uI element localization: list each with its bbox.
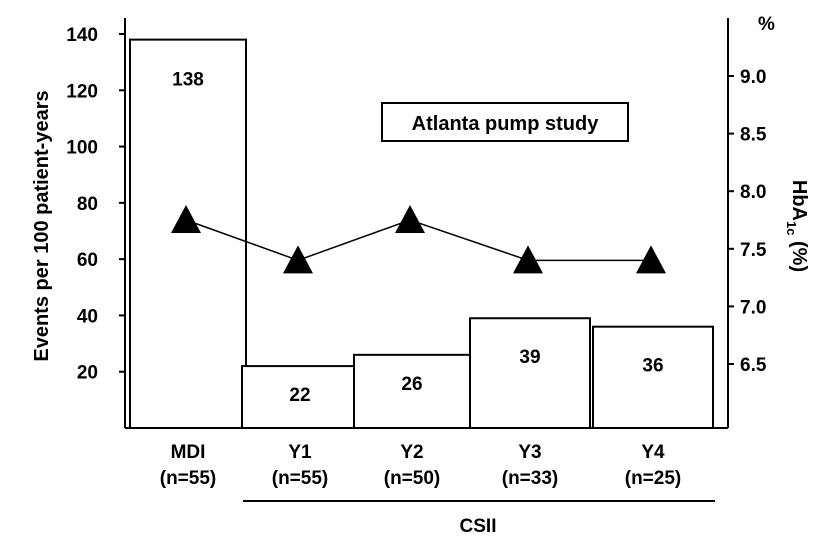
- y2-tick-label: 8.5: [740, 125, 767, 146]
- group-label: CSII: [460, 516, 497, 537]
- x-tick-sublabel: (n=50): [384, 468, 441, 489]
- y-tick-label: 20: [77, 363, 98, 384]
- hba1c-point: [636, 245, 666, 274]
- bar-data-label: 138: [172, 70, 204, 91]
- bar-data-label: 22: [289, 385, 310, 406]
- x-tick-label: Y4: [641, 442, 665, 463]
- y2-tick-label: 7.5: [740, 240, 767, 261]
- y2-tick-label: 8.0: [740, 182, 766, 203]
- x-tick-label: Y3: [518, 442, 541, 463]
- bar-data-label: 26: [401, 374, 422, 395]
- y-axis-title: Events per 100 patient-years: [31, 90, 53, 361]
- y-tick-label: 40: [77, 306, 98, 327]
- x-tick-label: Y1: [288, 442, 312, 463]
- x-tick-sublabel: (n=33): [502, 468, 559, 489]
- y2-axis-title: HbA1c (%): [784, 180, 810, 272]
- y-tick-label: 80: [77, 194, 98, 215]
- x-tick-sublabel: (n=55): [160, 468, 217, 489]
- hba1c-point: [283, 245, 313, 274]
- y-tick-label: 100: [66, 138, 98, 159]
- y-tick-label: 60: [77, 250, 98, 271]
- hba1c-point: [395, 205, 425, 233]
- labels: 20 40 60 80 100 120 140 6.5 7.0 7.5 8.0 8.5 9.0 138 22…: [66, 25, 767, 537]
- hba1c-point: [171, 205, 201, 233]
- annotation-box: Atlanta pump study: [381, 102, 629, 142]
- y2-tick-label: 7.0: [740, 297, 766, 318]
- y-tick-label: 140: [66, 25, 98, 46]
- y2-tick-label: 6.5: [740, 355, 767, 376]
- hba1c-line: [171, 205, 666, 274]
- bar: [469, 317, 591, 429]
- x-tick-sublabel: (n=25): [625, 468, 682, 489]
- bar: [592, 325, 714, 429]
- bar: [241, 365, 359, 430]
- x-tick-label: Y2: [400, 442, 423, 463]
- y2-unit-label: %: [758, 14, 775, 35]
- annotation-text: Atlanta pump study: [412, 113, 600, 135]
- bar: [129, 38, 247, 429]
- bar-data-label: 36: [642, 356, 663, 377]
- y2-tick-label: 9.0: [740, 67, 766, 88]
- x-tick-sublabel: (n=55): [272, 468, 329, 489]
- bar-data-label: 39: [519, 347, 540, 368]
- hba1c-point: [513, 245, 543, 274]
- y-tick-label: 120: [66, 81, 98, 102]
- x-tick-label: MDI: [171, 442, 206, 463]
- bars: [129, 38, 714, 430]
